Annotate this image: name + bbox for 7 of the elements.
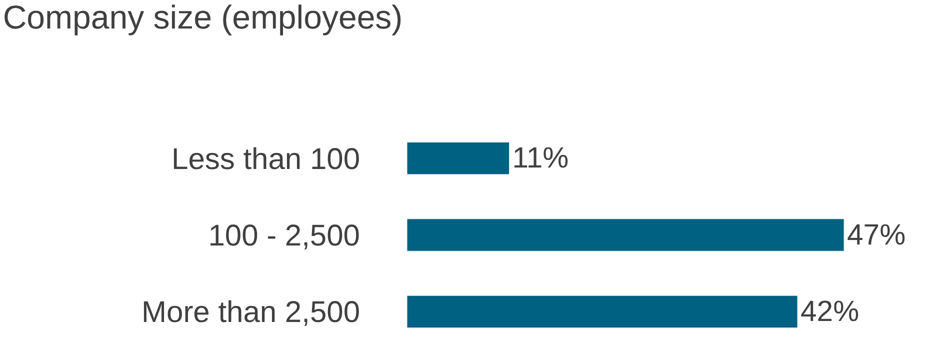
chart-title: Company size (employees) [2, 0, 403, 36]
data-label: 47% [847, 219, 906, 252]
data-label: 11% [512, 142, 569, 175]
data-label: 42% [800, 296, 860, 328]
y-tick-label: 100 - 2,500 [208, 220, 360, 252]
y-tick-label: More than 2,500 [142, 296, 360, 330]
y-tick-label: Less than 100 [172, 142, 360, 176]
